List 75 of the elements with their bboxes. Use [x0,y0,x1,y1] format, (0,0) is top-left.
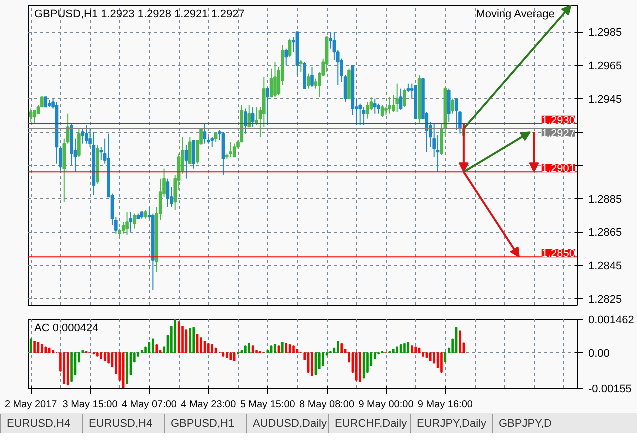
ref-line-label: 1.2850 [542,248,576,260]
text: EURUSD,H4 [0,414,82,434]
candlestick [399,88,403,111]
annotation: Moving Average [476,8,555,20]
candlestick [380,105,384,118]
candlestick [81,128,85,144]
ref-line-label: 1.2927 [542,128,576,140]
candlestick [188,136,192,164]
y-tick-label: 1.2825 [588,294,622,306]
candlestick [210,136,214,148]
candlestick [362,106,366,126]
candlestick [396,83,399,113]
y-tick-label: 1.2885 [588,194,622,206]
candlestick [184,145,188,180]
candlestick [126,212,129,236]
candlestick [84,125,88,144]
candlestick [29,108,33,123]
candlestick [447,88,451,123]
candlestick [388,96,392,114]
ref-line-label: 1.2930 [542,114,576,127]
candlestick [244,108,248,134]
candlestick [358,103,362,126]
x-tick-label: 5 May 15:00 [240,400,296,410]
text: AUDUSD,Daily [246,414,328,434]
candlestick [232,143,236,158]
x-tick-label: 3 May 15:00 [62,400,118,410]
chart-title: GBPUSD,H1 1.2923 1.2928 1.2921 1.2927 [34,8,245,20]
candlestick [451,98,454,114]
candlestick [270,68,274,98]
candlestick [78,128,81,158]
candlestick [166,178,170,208]
text: GBPJPY,D [492,414,574,434]
text: EURJPY,Daily [410,414,492,434]
text: EURCHF,Daily [328,414,410,434]
candlestick [129,212,133,233]
candlestick [229,142,233,158]
candlestick [266,86,270,126]
y-tick-label: 1.2945 [588,94,622,106]
x-tick-label: 9 May 16:00 [418,400,474,410]
candlestick [458,112,462,134]
candlestick [214,132,218,143]
candlestick [192,140,196,170]
x-tick-label: 2 May 2017 [4,400,58,410]
candlestick [248,105,252,128]
candlestick [403,88,406,108]
candlestick [274,62,277,98]
candlestick [288,38,292,58]
y-tick-label: 1.2985 [588,27,622,40]
candlestick [373,98,377,114]
candlestick [377,103,380,114]
y-tick-label: 1.2965 [588,60,622,72]
y-tick-label: 1.2865 [588,227,622,240]
candlestick [284,48,288,66]
candlestick [370,96,374,111]
y-tick-label: 1.2845 [588,260,622,272]
candlestick [300,60,303,73]
text: GBPUSD,H1 [164,414,246,434]
candlestick [44,96,48,108]
candlestick [33,110,36,124]
x-tick-label: 4 May 23:00 [181,400,237,410]
x-tick-label: 9 May 00:00 [358,400,414,410]
candlestick [203,123,207,144]
chart-title: AC 0.000424 [34,322,99,334]
y-tick-label: 0.00 [588,348,610,360]
candlestick [251,106,255,128]
text: EURUSD,H4 [82,414,164,434]
candlestick [133,213,136,230]
ref-line-label: 1.2901 [542,163,576,176]
x-tick-label: 4 May 07:00 [122,400,178,410]
candlestick [310,66,314,88]
y-tick-label: 0.001462 [588,314,634,326]
candlestick [454,98,458,131]
x-tick-label: 8 May 08:00 [300,400,355,410]
y-tick-label: -0.00155 [588,384,632,396]
candlestick [306,73,310,90]
